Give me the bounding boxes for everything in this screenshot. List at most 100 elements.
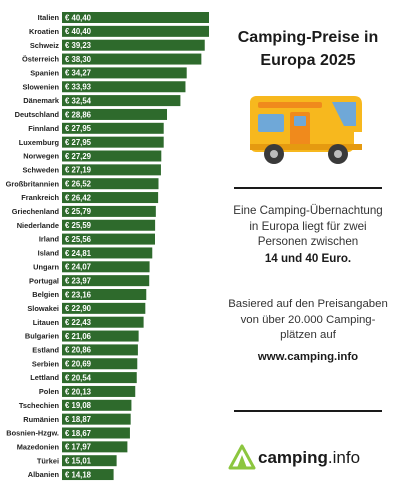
bar	[62, 372, 137, 384]
bar	[62, 233, 155, 245]
data-label: € 19,08	[65, 401, 92, 410]
category-label: Griechenland	[12, 207, 60, 216]
bar	[62, 316, 144, 328]
category-label: Türkei	[37, 456, 59, 465]
logo-suffix: .info	[327, 448, 361, 467]
tent-icon	[228, 444, 256, 470]
bar	[62, 150, 162, 162]
bar	[62, 344, 138, 356]
bar	[62, 12, 209, 23]
category-label: Mazedonien	[17, 442, 60, 451]
category-label: Luxemburg	[19, 138, 60, 147]
data-label: € 24,81	[65, 249, 92, 258]
data-label: € 18,67	[65, 429, 91, 438]
source-note: Basiered auf den Preisangaben von über 2…	[228, 297, 388, 365]
bar	[62, 205, 156, 217]
bar	[62, 302, 146, 314]
bar	[62, 81, 186, 93]
data-label: € 25,59	[65, 221, 92, 230]
data-label: € 32,54	[65, 96, 92, 105]
bar	[62, 25, 209, 37]
info-panel: Camping-Preise in Europa 2025 Eine Campi…	[228, 0, 388, 496]
description-lead: Eine Camping-Übernachtung in Europa lieg…	[233, 204, 383, 248]
data-label: € 25,56	[65, 235, 92, 244]
category-label: Spanien	[30, 69, 59, 78]
source-text: Basiered auf den Preisangaben von über 2…	[228, 298, 388, 341]
bar	[62, 261, 150, 273]
category-label: Österreich	[22, 55, 59, 64]
bar	[62, 289, 147, 300]
data-label: € 22,90	[65, 304, 92, 313]
bar	[62, 192, 159, 204]
data-label: € 27,29	[65, 152, 92, 161]
category-label: Schweiz	[30, 41, 59, 50]
category-label: Bosnien-Hzgw.	[6, 429, 59, 438]
data-label: € 23,16	[65, 290, 92, 299]
category-label: Frankreich	[21, 193, 59, 202]
bar	[62, 164, 161, 176]
category-label: Rumänien	[23, 415, 59, 424]
category-label: Slowakei	[27, 304, 59, 313]
data-label: € 40,40	[65, 27, 92, 36]
category-label: Albanien	[28, 470, 60, 479]
bar	[62, 455, 117, 467]
category-label: Kroatien	[29, 27, 59, 36]
data-label: € 28,86	[65, 110, 92, 119]
logo-name: camping	[258, 448, 328, 467]
bar	[62, 385, 136, 397]
category-label: Ungarn	[33, 262, 59, 271]
data-label: € 27,95	[65, 124, 92, 133]
bar	[62, 136, 164, 148]
bar	[62, 53, 202, 65]
data-label: € 14,18	[65, 470, 92, 479]
data-label: € 20,13	[65, 387, 92, 396]
bar	[62, 330, 139, 342]
category-label: Estland	[32, 346, 59, 355]
category-label: Belgien	[32, 290, 59, 299]
source-link[interactable]: www.camping.info	[257, 350, 359, 363]
category-label: Portugal	[29, 276, 59, 285]
bar-chart: Italien € 40,40 Kroatien € 40,40 Schweiz € 39…	[6, 12, 209, 481]
category-label: Island	[38, 249, 60, 258]
divider-bottom	[234, 410, 382, 412]
data-label: € 22,43	[65, 318, 92, 327]
data-label: € 40,40	[65, 13, 92, 22]
data-label: € 38,30	[65, 55, 92, 64]
category-label: Litauen	[33, 318, 60, 327]
data-label: € 20,54	[65, 373, 92, 382]
category-label: Finnland	[28, 124, 59, 133]
category-label: Polen	[39, 387, 60, 396]
data-label: € 20,86	[65, 346, 92, 355]
data-label: € 26,52	[65, 180, 92, 189]
category-label: Serbien	[32, 359, 60, 368]
data-label: € 21,06	[65, 332, 92, 341]
category-label: Dänemark	[23, 96, 60, 105]
divider-top	[234, 187, 382, 189]
data-label: € 17,97	[65, 443, 91, 452]
page-title: Camping-Preise in Europa 2025	[237, 29, 379, 69]
data-label: € 15,01	[65, 457, 92, 466]
data-label: € 23,97	[65, 276, 91, 285]
category-label: Slowenien	[22, 82, 59, 91]
bar	[62, 469, 114, 481]
data-label: € 24,07	[65, 263, 91, 272]
logo-wordmark: camping.info	[258, 447, 360, 469]
description: Eine Camping-Übernachtung in Europa lieg…	[228, 203, 388, 266]
data-label: € 25,79	[65, 207, 92, 216]
data-label: € 18,87	[65, 415, 91, 424]
description-range: 14 und 40 Euro.	[264, 251, 352, 265]
data-label: € 26,42	[65, 193, 92, 202]
camper-van-icon	[250, 96, 362, 164]
bar	[62, 122, 164, 134]
bar	[62, 39, 205, 51]
category-label: Niederlande	[17, 221, 59, 230]
bar	[62, 427, 130, 439]
category-label: Irland	[39, 235, 60, 244]
bar	[62, 399, 132, 411]
category-label: Lettland	[30, 373, 59, 382]
category-label: Tschechien	[19, 401, 60, 410]
data-label: € 27,19	[65, 166, 92, 175]
bar	[62, 219, 156, 231]
bar	[62, 95, 181, 107]
bar	[62, 275, 150, 287]
